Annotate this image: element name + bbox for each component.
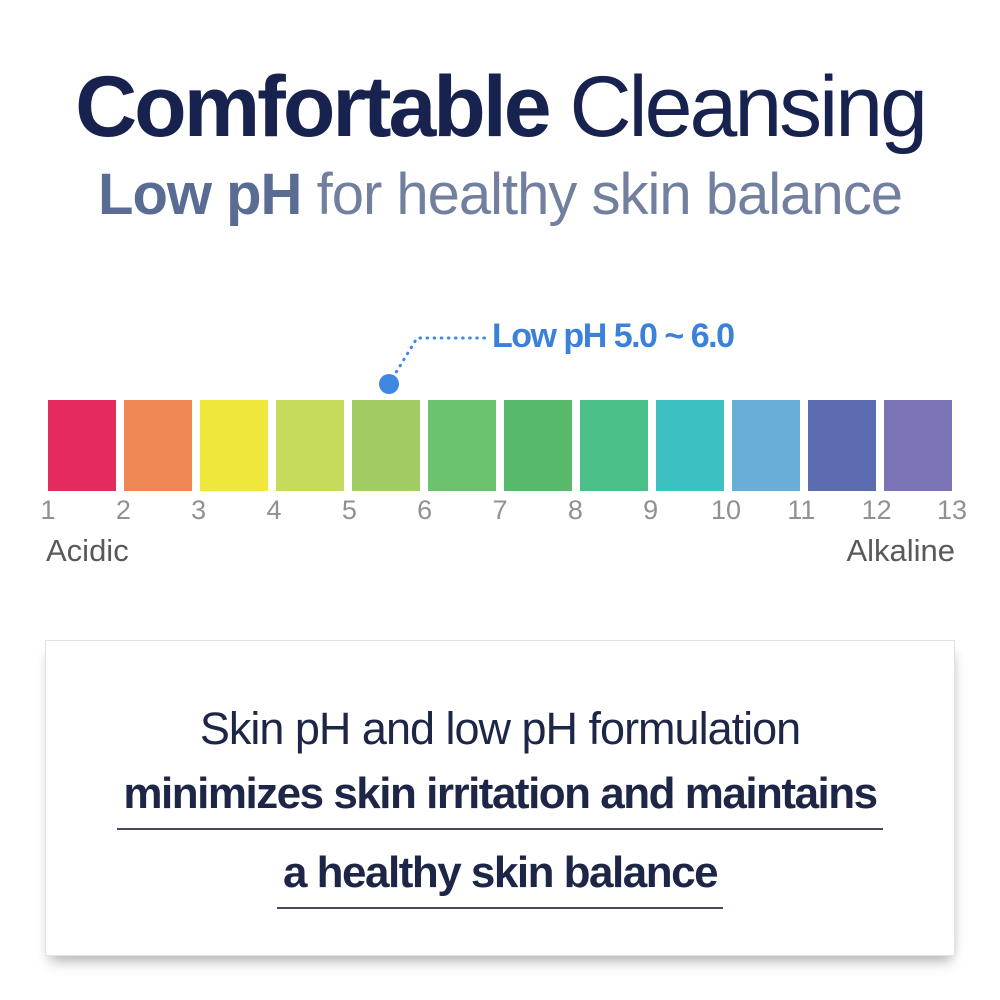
ph-tick-label: 11	[787, 495, 816, 525]
ph-tick-label: 1	[40, 495, 56, 525]
ph-tick-label: 9	[643, 495, 659, 525]
annotation-leader-line	[379, 336, 489, 394]
ph-marker-dot	[379, 374, 399, 394]
title-light-part: Cleansing	[569, 59, 927, 155]
info-card: Skin pH and low pH formulation minimizes…	[45, 640, 955, 956]
ph-swatch	[504, 400, 572, 491]
ph-tick-label: 5	[341, 495, 357, 525]
card-text-line3: a healthy skin balance	[46, 848, 954, 909]
ph-tick-label: 8	[567, 495, 583, 525]
ph-tick-label: 10	[710, 495, 742, 525]
ph-swatch	[276, 400, 344, 491]
card-text-line1: Skin pH and low pH formulation	[199, 703, 801, 754]
ph-tick-label: 3	[191, 495, 207, 525]
ph-swatch	[124, 400, 192, 491]
card-text-line2: minimizes skin irritation and maintains	[46, 769, 954, 830]
ph-swatch	[200, 400, 268, 491]
subtitle-bold-part: Low pH	[98, 162, 302, 227]
ph-swatch	[732, 400, 800, 491]
ph-swatch	[352, 400, 420, 491]
alkaline-label: Alkaline	[846, 533, 955, 568]
ph-tick-label: 13	[936, 495, 968, 525]
acidic-label: Acidic	[46, 533, 129, 568]
page-subtitle: Low pH for healthy skin balance	[0, 162, 1000, 227]
ph-swatch	[808, 400, 876, 491]
ph-swatch	[428, 400, 496, 491]
ph-swatch	[656, 400, 724, 491]
ph-color-scale	[48, 400, 952, 491]
ph-scale-ticks: 1 2 3 4 5 6 7 8 9 10 11 12 13	[40, 495, 967, 525]
ph-swatch	[580, 400, 648, 491]
title-bold-part: Comfortable	[75, 59, 551, 155]
subtitle-light-part: for healthy skin balance	[316, 162, 903, 227]
scale-end-labels: Acidic Alkaline	[46, 533, 955, 569]
ph-tick-label: 6	[417, 495, 433, 525]
ph-tick-label: 7	[492, 495, 508, 525]
ph-swatch	[48, 400, 116, 491]
ph-swatch	[884, 400, 952, 491]
page-title: Comfortable Cleansing	[0, 62, 1000, 152]
ph-tick-label: 4	[266, 495, 282, 525]
ph-tick-label: 12	[861, 495, 892, 525]
ph-annotation-label: Low pH 5.0 ~ 6.0	[492, 317, 735, 355]
dotted-leader-line	[387, 336, 489, 386]
ph-tick-label: 2	[115, 495, 131, 525]
